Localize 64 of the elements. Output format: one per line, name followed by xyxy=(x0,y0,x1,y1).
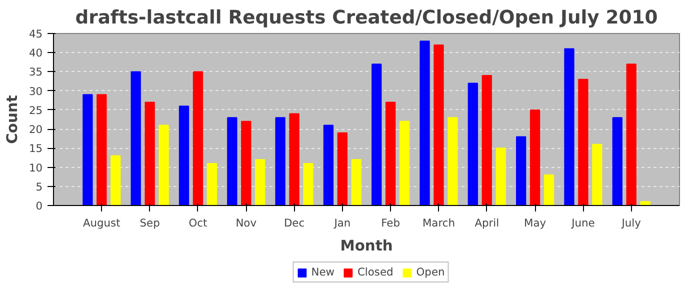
y-tick-label: 20 xyxy=(28,123,43,136)
y-tick-label: 30 xyxy=(28,84,43,98)
x-tick-label: August xyxy=(83,216,120,230)
bar xyxy=(303,162,314,206)
y-tick-label: 25 xyxy=(28,104,43,117)
bar xyxy=(323,124,334,206)
y-tick-label: 5 xyxy=(36,180,42,194)
bar xyxy=(192,71,204,206)
bar xyxy=(337,132,348,206)
y-tick-label: 40 xyxy=(28,46,43,60)
x-tick-label: May xyxy=(524,216,546,230)
bar xyxy=(530,109,540,206)
bar xyxy=(399,120,410,206)
bar xyxy=(448,117,458,206)
bar xyxy=(96,94,107,206)
bar xyxy=(241,120,252,206)
bar xyxy=(578,78,588,206)
bar xyxy=(351,159,362,206)
bar xyxy=(82,94,93,206)
bar xyxy=(544,174,554,206)
x-tick-label: Feb xyxy=(381,216,400,230)
y-tick-label: 45 xyxy=(28,28,43,40)
bar xyxy=(227,117,238,206)
bar xyxy=(420,40,430,206)
bar xyxy=(144,102,155,206)
y-tick-label: 35 xyxy=(28,66,43,79)
x-tick-label: Dec xyxy=(284,216,305,230)
x-tick-label: Nov xyxy=(236,216,257,230)
y-tick-label: 15 xyxy=(28,142,43,156)
legend-label: New xyxy=(311,266,334,278)
bar xyxy=(626,64,636,206)
bar xyxy=(482,75,492,206)
bar xyxy=(289,113,300,206)
bar xyxy=(468,82,478,206)
bar xyxy=(255,159,266,206)
x-tick-label: Jan xyxy=(333,216,351,230)
y-tick-label: 10 xyxy=(28,161,43,174)
bar xyxy=(130,71,141,206)
bar xyxy=(158,124,169,206)
bar xyxy=(640,201,650,206)
bar xyxy=(110,155,121,206)
x-axis-title: Month xyxy=(340,238,393,254)
bar xyxy=(434,44,444,206)
bar xyxy=(612,117,622,206)
y-axis-title: Count xyxy=(4,95,21,144)
bar xyxy=(516,136,526,206)
bar xyxy=(372,64,382,206)
x-tick-label: Sep xyxy=(140,216,160,230)
bar xyxy=(592,144,602,206)
legend-label: Closed xyxy=(357,266,394,278)
bar xyxy=(564,48,574,206)
x-tick-label: April xyxy=(474,216,500,230)
bar xyxy=(206,162,217,206)
bar xyxy=(178,106,190,206)
x-tick-label: June xyxy=(570,216,595,230)
legend-label: Open xyxy=(416,266,445,278)
bar xyxy=(275,117,286,206)
bar xyxy=(386,102,396,206)
x-tick-label: July xyxy=(620,216,641,230)
y-tick-label: 0 xyxy=(36,200,43,212)
bar xyxy=(496,148,506,206)
chart-title: drafts-lastcall Requests Created/Closed/Open July 2010 xyxy=(75,8,658,28)
x-tick-label: Oct xyxy=(188,216,208,230)
x-tick-label: March xyxy=(422,216,455,230)
